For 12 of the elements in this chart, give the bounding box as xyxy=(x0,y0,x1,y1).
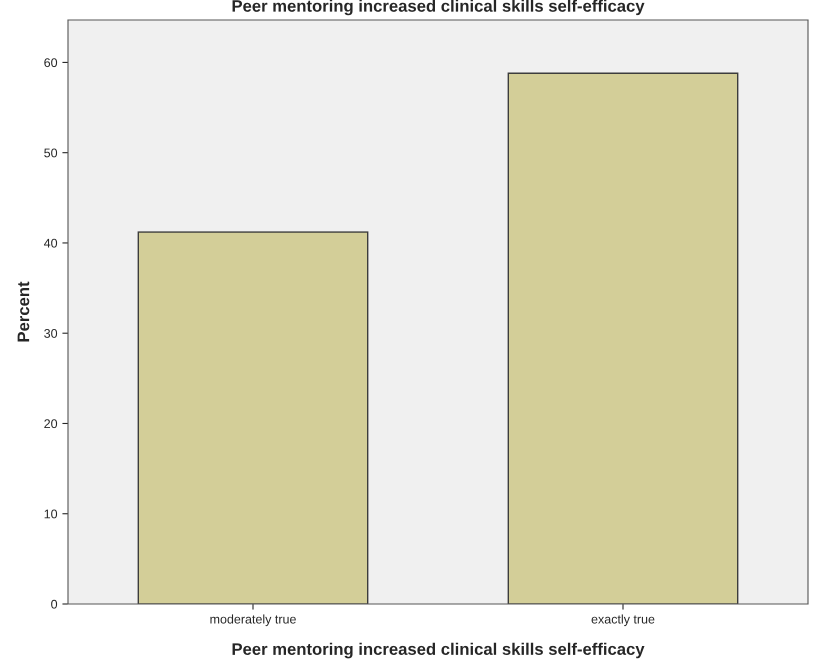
y-tick-label: 40 xyxy=(44,238,58,248)
y-axis-title: Percent xyxy=(18,282,30,342)
y-tick-label: 20 xyxy=(44,419,58,428)
chart-title: Peer mentoring increased clinical skills self-efficacy xyxy=(232,0,644,16)
y-tick-label: 10 xyxy=(44,510,58,518)
x-axis-title: Peer mentoring increased clinical skills self-efficacy xyxy=(232,642,644,658)
y-tick-label: 0 xyxy=(51,600,58,609)
y-tick-label: 50 xyxy=(44,148,58,158)
y-tick-label: 30 xyxy=(44,329,58,338)
x-tick-label: exactly true xyxy=(592,614,654,626)
x-tick-label: moderately true xyxy=(210,614,296,626)
y-tick-label: 60 xyxy=(44,58,58,68)
